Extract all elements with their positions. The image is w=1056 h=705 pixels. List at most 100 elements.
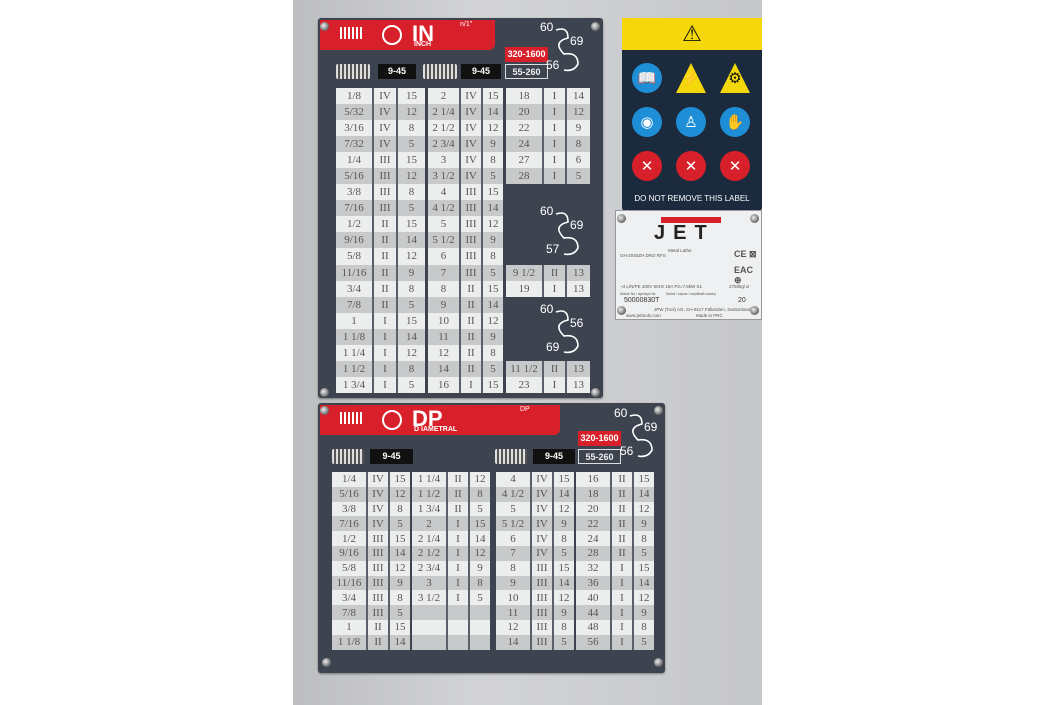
- pitch-cell: 20: [506, 104, 543, 121]
- gear-position-cell: IV: [459, 120, 482, 137]
- pitch-cell: 3: [412, 575, 447, 591]
- table-row: 48 I 8: [576, 619, 654, 635]
- gear-position-cell: IV: [530, 531, 553, 546]
- gear-position-cell: III: [372, 200, 397, 217]
- lever-position-cell: 15: [632, 560, 654, 576]
- gear-position-cell: I: [610, 575, 633, 591]
- table-row: 1 II 15: [332, 619, 410, 635]
- gear-position-cell: II: [446, 486, 469, 502]
- pitch-cell: 9/16: [336, 232, 373, 249]
- gear-position-cell: IV: [372, 104, 397, 121]
- pitch-cell: 2: [428, 88, 460, 105]
- inch-title: IN: [412, 21, 434, 46]
- gear-position-cell: IV: [366, 501, 389, 517]
- gear-position-cell: [543, 297, 566, 313]
- table-row: 14 II 5: [428, 360, 503, 377]
- gear-position-cell: III: [366, 575, 389, 591]
- table-row: 20 I 12: [506, 104, 590, 121]
- pitch-cell: 2 3/4: [428, 136, 460, 153]
- lever-position-cell: 12: [632, 590, 654, 606]
- gear-position-cell: IV: [530, 486, 553, 502]
- lever-position-cell: 9: [396, 264, 425, 281]
- lever-position-cell: 5: [396, 136, 425, 153]
- pitch-cell: 3 1/2: [428, 168, 460, 185]
- lever-position-cell: 8: [396, 120, 425, 137]
- table-row: 1 3/4 II 5: [412, 501, 490, 517]
- gear-position-cell: IV: [459, 104, 482, 121]
- hearing-protection-icon: ✋: [720, 107, 750, 137]
- lever-position-cell: 5: [565, 168, 590, 185]
- table-row: 56 I 5: [576, 634, 654, 650]
- ce-mark: CE ⊠: [734, 249, 757, 259]
- article-number: 50000830T: [624, 297, 660, 304]
- gear-position-cell: IV: [372, 88, 397, 105]
- gear-teeth-label: 60: [614, 406, 628, 420]
- pitch-cell: 6: [496, 531, 531, 546]
- lever-position-cell: 8: [468, 486, 490, 502]
- gear-position-cell: [543, 200, 566, 216]
- pitch-cell: 1/2: [336, 216, 373, 233]
- lever-position-cell: 14: [552, 575, 574, 591]
- lever-position-cell: 6: [565, 152, 590, 169]
- table-row: 9 1/2 II 13: [506, 264, 590, 281]
- table-row: 8 III 15: [496, 560, 574, 576]
- gear-teeth-label: 69: [570, 34, 584, 48]
- table-row: 7/8 III 5: [332, 605, 410, 620]
- thread-table-block: 4 IV 15 4 1/2 IV 14 5 IV 12 5 1/2 IV 9 6 IV 8 7 IV 5 8 III 1…: [496, 472, 574, 650]
- lever-position-cell: 5: [481, 360, 503, 377]
- pitch-cell: 56: [576, 634, 611, 650]
- spring-icon: [423, 64, 457, 79]
- screw-icon: [320, 406, 329, 415]
- gear-position-cell: II: [610, 486, 633, 502]
- thread-table-block: 2 IV 15 2 1/4 IV 14 2 1/2 IV 12 2 3/4 IV 9 3 IV 8 3 1/2…: [428, 88, 503, 393]
- empty-row: [506, 232, 590, 248]
- table-row: 1 1/8 II 14: [332, 634, 410, 650]
- lever-position-cell: 15: [396, 216, 425, 233]
- gear-position-cell: I: [610, 634, 633, 650]
- screw-icon: [654, 406, 663, 415]
- lever-position-cell: 14: [388, 545, 410, 561]
- lever-position-cell: 13: [565, 360, 590, 377]
- lever-position-cell: 9: [481, 232, 503, 249]
- lever-position-cell: 14: [481, 104, 503, 121]
- pitch-cell: 36: [576, 575, 611, 591]
- thread-icon: [336, 64, 370, 79]
- leadscrew-icon: [340, 27, 362, 39]
- lever-position-cell: 5: [468, 501, 490, 517]
- gear-curve-icon: [555, 310, 579, 354]
- pitch-cell: 5/8: [336, 248, 373, 265]
- gear-position-cell: II: [459, 344, 482, 361]
- lever-position-cell: 5: [396, 200, 425, 217]
- gear-position-cell: I: [610, 560, 633, 576]
- gear-curve-icon: [555, 212, 579, 256]
- lever-position-cell: 9: [481, 328, 503, 345]
- lever-position-cell: 14: [481, 200, 503, 217]
- table-row: 3 1/2 IV 5: [428, 168, 503, 185]
- pitch-cell: [506, 200, 543, 216]
- pitch-cell: 48: [576, 619, 611, 635]
- table-row: 5/16 III 12: [336, 168, 425, 185]
- gear-position-cell: I: [542, 280, 566, 297]
- lever-position-cell: 8: [396, 360, 425, 377]
- gear-position-cell: I: [446, 560, 469, 576]
- lever-position-cell: 9: [481, 136, 503, 153]
- pitch-cell: 28: [506, 168, 543, 185]
- pitch-cell: 7/32: [336, 136, 373, 153]
- pitch-cell: 5: [428, 216, 460, 233]
- gear-train-diagram: 60 69 56: [614, 406, 664, 460]
- pitch-cell: 2 1/2: [428, 120, 460, 137]
- thread-table-block: 1 1/4 II 12 1 1/2 II 8 1 3/4 II 5 2 I 15 2 1/4 I 14 2 1…: [412, 472, 490, 650]
- no-hand-contact-icon: ✕: [720, 151, 750, 181]
- gear-icon: [382, 410, 402, 430]
- lever-position-cell: 12: [481, 216, 503, 233]
- table-row: 18 I 14: [506, 88, 590, 105]
- lever-position-cell: 8: [388, 501, 410, 517]
- table-row: 4 1/2 III 14: [428, 200, 503, 217]
- lever-position-cell: 15: [388, 619, 410, 635]
- pitch-cell: [506, 216, 543, 232]
- warning-triangle-icon: ⚠: [682, 21, 702, 46]
- table-row: 16 II 15: [576, 472, 654, 487]
- empty-row: [506, 345, 590, 361]
- lever-position-cell: [566, 297, 590, 313]
- screw-icon: [320, 388, 329, 397]
